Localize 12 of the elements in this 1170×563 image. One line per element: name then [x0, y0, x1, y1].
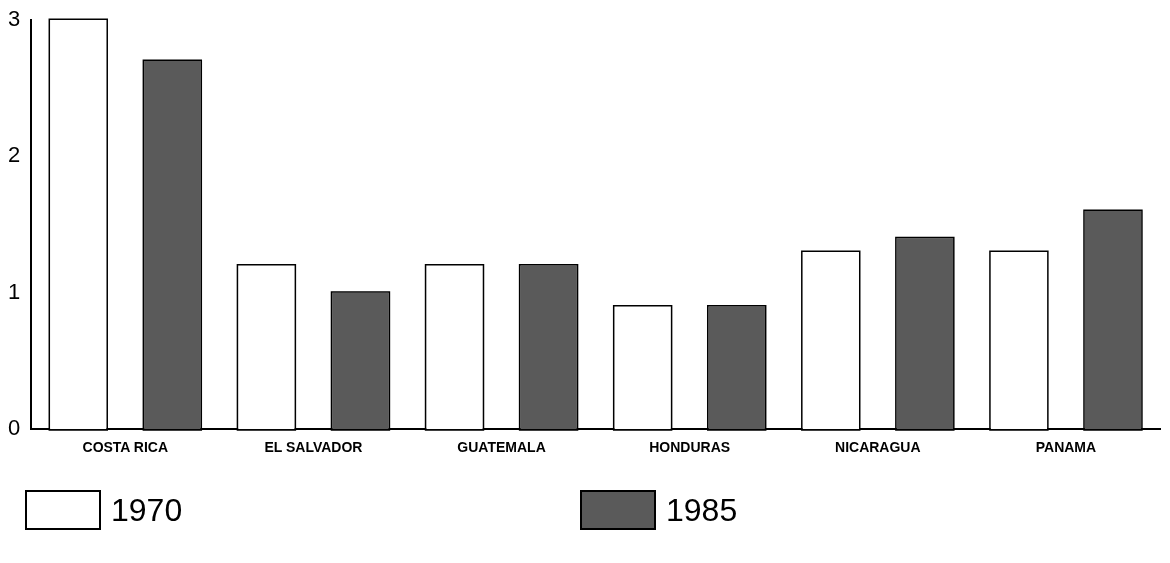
legend-label: 1985 — [666, 491, 738, 529]
x-tick-label: COSTA RICA — [82, 439, 169, 456]
x-tick-label: HONDURAS — [649, 439, 731, 456]
y-tick-label: 3 — [7, 6, 21, 32]
y-tick-label: 2 — [7, 142, 21, 168]
x-tick-label: NICARAGUA — [835, 439, 921, 456]
legend-label: 1970 — [111, 491, 183, 529]
x-tick-label: EL SALVADOR — [264, 439, 363, 456]
y-tick-label: 0 — [7, 415, 21, 441]
x-tick-label: PANAMA — [1035, 439, 1097, 456]
x-tick-label: GUATEMALA — [457, 439, 546, 456]
y-tick-label: 1 — [7, 278, 21, 304]
